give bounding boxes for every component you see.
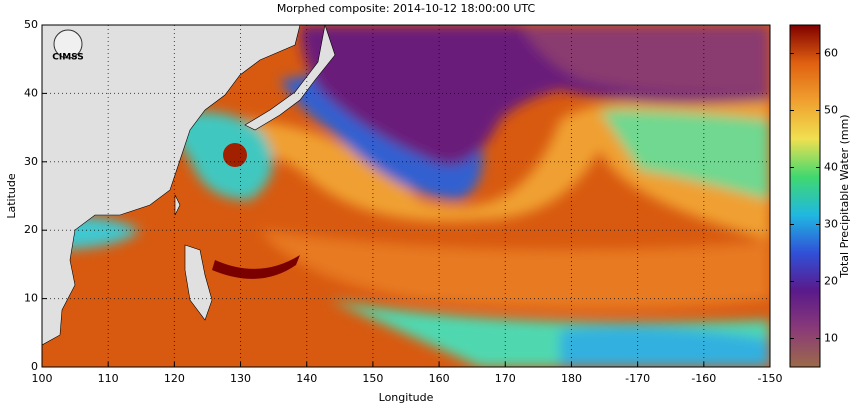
- y-tick-label: 20: [24, 223, 38, 236]
- x-tick-label: -160: [691, 372, 716, 385]
- x-tick-label: 110: [98, 372, 119, 385]
- colorbar-label: Total Precipitable Water (mm): [838, 114, 851, 278]
- y-axis-label: Latitude: [5, 173, 18, 219]
- x-tick-label: 120: [164, 372, 185, 385]
- x-tick-label: 160: [429, 372, 450, 385]
- logo: CIMSS: [52, 29, 84, 63]
- colorbar-tick-label: 10: [824, 332, 838, 345]
- logo-text: CIMSS: [52, 53, 83, 63]
- title: Morphed composite: 2014-10-12 18:00:00 U…: [277, 2, 536, 15]
- map-frame: [41, 24, 771, 368]
- colorbar-tick-label: 60: [824, 47, 838, 60]
- colorbar: [789, 24, 821, 368]
- x-tick-label: 150: [362, 372, 383, 385]
- y-tick-label: 10: [24, 292, 38, 305]
- colorbar-tick-label: 50: [824, 104, 838, 117]
- x-tick-label: 100: [32, 372, 53, 385]
- y-tick-label: 40: [24, 86, 38, 99]
- colorbar-tick-label: 40: [824, 161, 838, 174]
- x-tick-label: 130: [230, 372, 251, 385]
- colorbar-tick-label: 20: [824, 275, 838, 288]
- x-tick-label: 140: [296, 372, 317, 385]
- y-tick-label: 30: [24, 155, 38, 168]
- map-image: [42, 25, 770, 367]
- y-tick-label: 0: [31, 360, 38, 373]
- x-tick-label: 180: [561, 372, 582, 385]
- colorbar-tick-label: 30: [824, 218, 838, 231]
- x-tick-label: -170: [625, 372, 650, 385]
- y-tick-label: 50: [24, 18, 38, 31]
- x-tick-label: -150: [758, 372, 783, 385]
- x-tick-label: 170: [495, 372, 516, 385]
- x-axis-label: Longitude: [379, 391, 434, 404]
